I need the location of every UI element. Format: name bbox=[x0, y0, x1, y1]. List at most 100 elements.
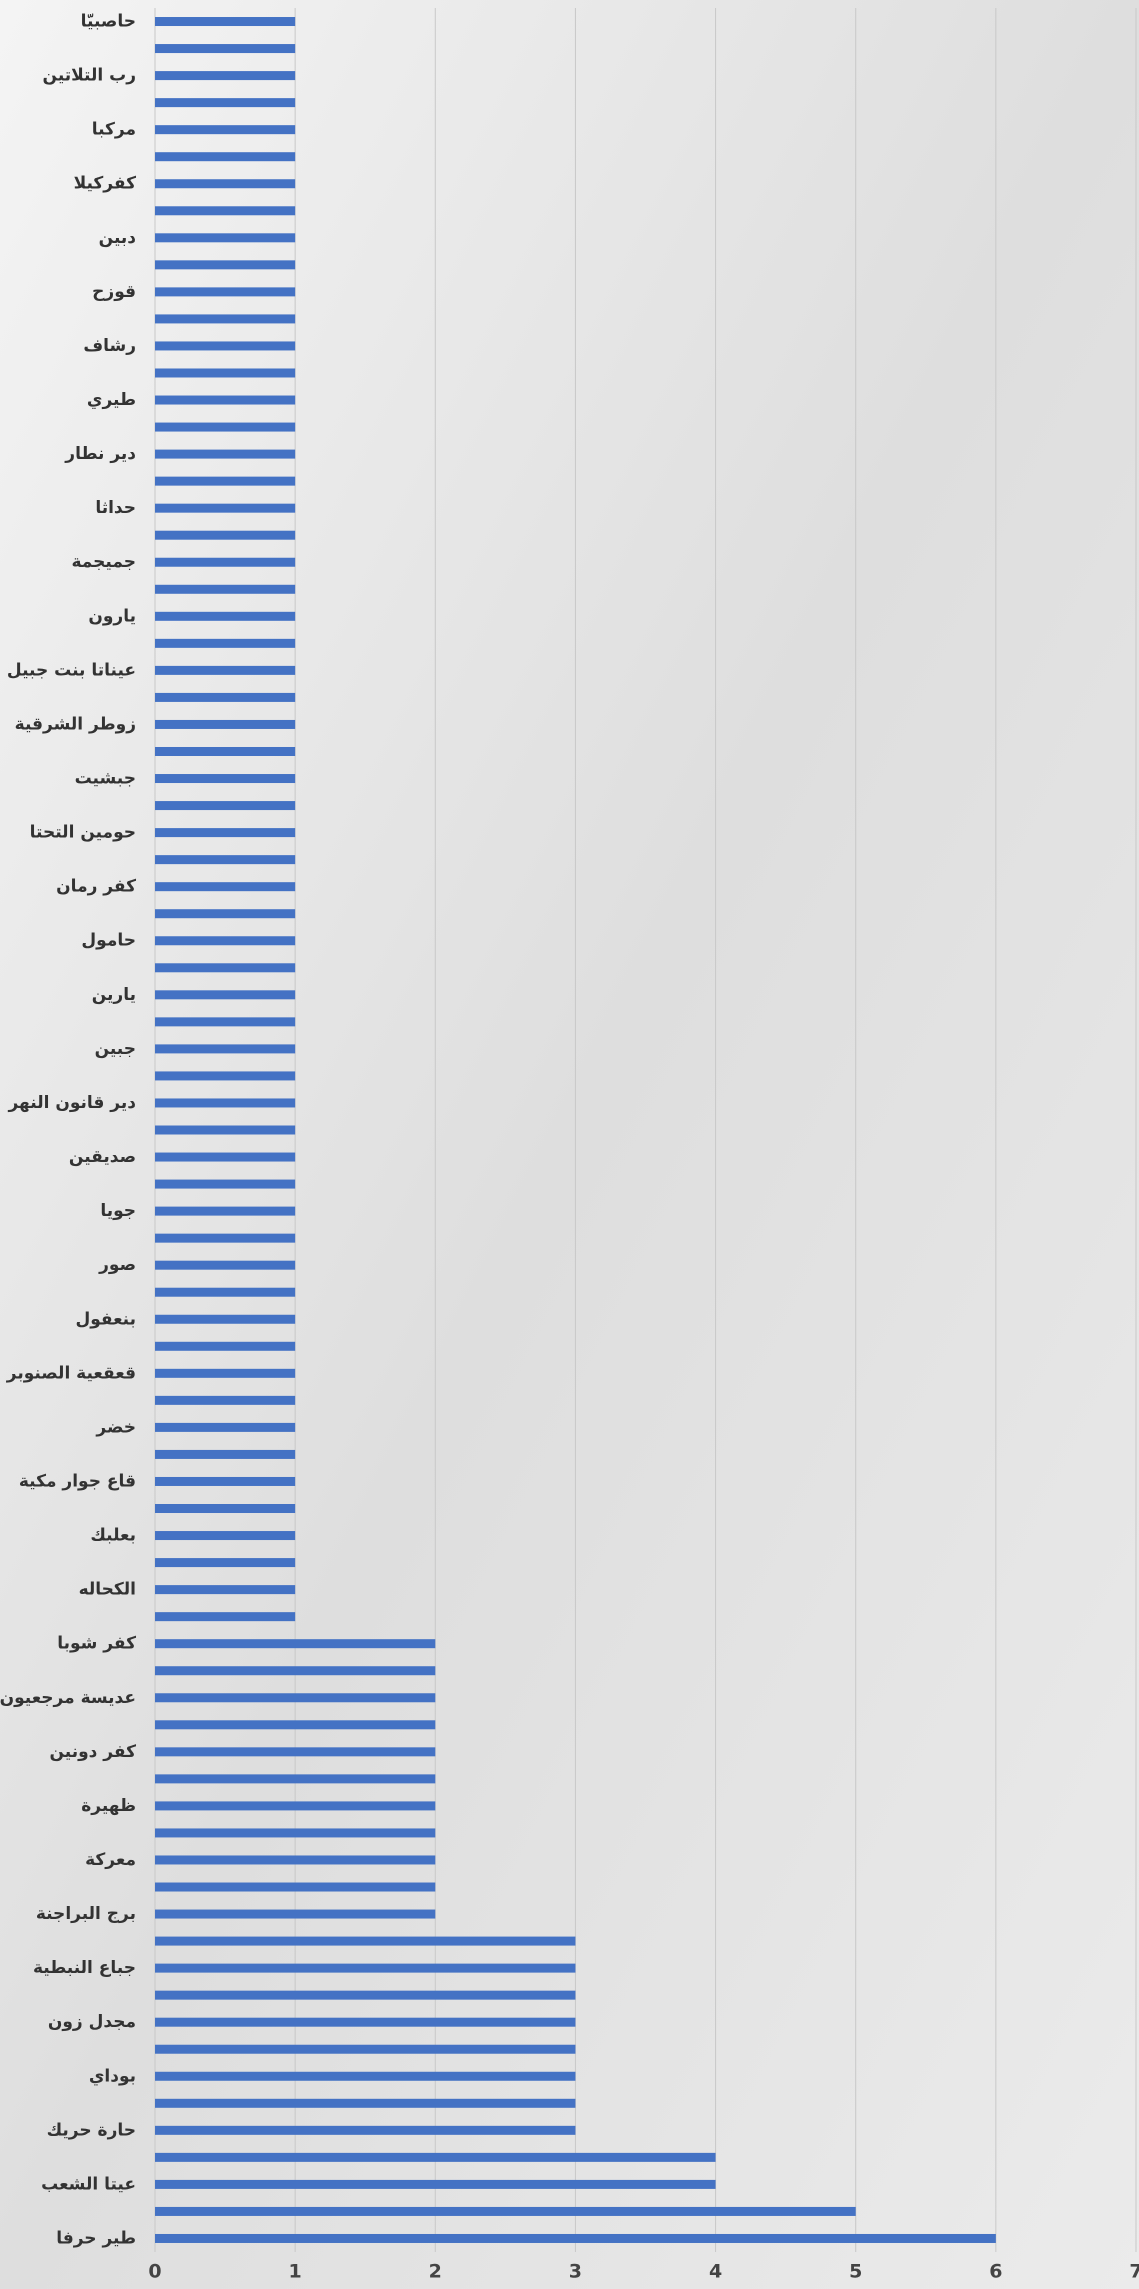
bar bbox=[155, 693, 295, 702]
bar bbox=[155, 612, 295, 621]
bar bbox=[155, 1612, 295, 1621]
bar bbox=[155, 720, 295, 729]
y-tick-label: كفر دونين bbox=[49, 1742, 136, 1762]
bar bbox=[155, 1261, 295, 1270]
bar bbox=[155, 747, 295, 756]
bar bbox=[155, 368, 295, 377]
bar bbox=[155, 1396, 295, 1405]
bar bbox=[155, 2180, 716, 2189]
bar bbox=[155, 44, 295, 53]
bar bbox=[155, 1855, 435, 1864]
y-tick-label: الكحاله bbox=[79, 1580, 136, 1600]
y-tick-label: رب التلاتين bbox=[43, 66, 136, 86]
bar bbox=[155, 1828, 435, 1837]
bar bbox=[155, 1558, 295, 1567]
bar bbox=[155, 1234, 295, 1243]
bar bbox=[155, 801, 295, 810]
y-tick-label: كفر شوبا bbox=[57, 1634, 136, 1654]
y-tick-label: حومين التحتا bbox=[30, 823, 136, 843]
y-tick-label: دير نطار bbox=[64, 444, 136, 464]
bar bbox=[155, 2072, 575, 2081]
bar bbox=[155, 1801, 435, 1810]
y-tick-label: بنعفول bbox=[75, 1309, 136, 1329]
bar bbox=[155, 396, 295, 405]
bar bbox=[155, 450, 295, 459]
y-tick-label: بعلبك bbox=[90, 1526, 136, 1546]
bar bbox=[155, 1207, 295, 1216]
bar bbox=[155, 1369, 295, 1378]
y-tick-label: بوداي bbox=[89, 2066, 136, 2086]
x-tick-label: 1 bbox=[289, 2261, 302, 2283]
bar bbox=[155, 1126, 295, 1135]
bar bbox=[155, 882, 295, 891]
bar bbox=[155, 1883, 435, 1892]
bar bbox=[155, 1180, 295, 1189]
bar bbox=[155, 423, 295, 432]
bar bbox=[155, 1098, 295, 1107]
y-tick-label: كفر رمان bbox=[56, 877, 136, 897]
bar bbox=[155, 287, 295, 296]
y-tick-label: جبين bbox=[95, 1039, 136, 1059]
bar bbox=[155, 477, 295, 486]
y-tick-label: دبين bbox=[99, 228, 137, 248]
y-tick-label: مجدل زون bbox=[48, 2012, 136, 2032]
bar bbox=[155, 1450, 295, 1459]
y-tick-label: صديقين bbox=[69, 1147, 136, 1167]
y-tick-label: حاصبيّا bbox=[81, 12, 136, 32]
y-tick-label: عيناتا بنت جبيل bbox=[7, 660, 136, 680]
y-tick-label: برج البراجنة bbox=[36, 1904, 136, 1924]
bar bbox=[155, 1639, 435, 1648]
bar bbox=[155, 2099, 575, 2108]
bar bbox=[155, 1423, 295, 1432]
bar bbox=[155, 17, 295, 26]
bar bbox=[155, 2018, 575, 2027]
x-tick-label: 4 bbox=[709, 2261, 722, 2283]
y-tick-label: زوطر الشرقية bbox=[15, 714, 136, 734]
bar bbox=[155, 2045, 575, 2054]
bar bbox=[155, 1153, 295, 1162]
x-tick-label: 3 bbox=[569, 2261, 582, 2283]
y-tick-label: حداثا bbox=[95, 498, 136, 518]
x-tick-label: 5 bbox=[849, 2261, 862, 2283]
bar bbox=[155, 558, 295, 567]
bar bbox=[155, 855, 295, 864]
bar bbox=[155, 152, 295, 161]
bar bbox=[155, 1937, 575, 1946]
y-tick-label: ظهيرة bbox=[81, 1796, 136, 1816]
bar bbox=[155, 2207, 856, 2216]
bar bbox=[155, 314, 295, 323]
bar bbox=[155, 774, 295, 783]
y-tick-label: حارة حريك bbox=[47, 2120, 136, 2140]
bar bbox=[155, 1017, 295, 1026]
bar bbox=[155, 1991, 575, 2000]
y-tick-label: عديسة مرجعيون bbox=[0, 1688, 136, 1708]
bar bbox=[155, 2126, 575, 2135]
bar bbox=[155, 990, 295, 999]
y-tick-label: رشاف bbox=[83, 336, 136, 356]
y-tick-label: جميجمة bbox=[71, 552, 136, 572]
bar bbox=[155, 1910, 435, 1919]
bar bbox=[155, 1693, 435, 1702]
bar bbox=[155, 1666, 435, 1675]
y-tick-label: جويا bbox=[100, 1201, 136, 1221]
bar bbox=[155, 1531, 295, 1540]
y-tick-label: عيتا الشعب bbox=[41, 2174, 136, 2194]
bar bbox=[155, 936, 295, 945]
bar bbox=[155, 1315, 295, 1324]
bar bbox=[155, 341, 295, 350]
y-tick-label: قاع جوار مكية bbox=[19, 1471, 136, 1491]
bar bbox=[155, 828, 295, 837]
bar bbox=[155, 1504, 295, 1513]
y-tick-label: حامول bbox=[81, 931, 136, 951]
y-tick-label: جباع النبطية bbox=[33, 1958, 136, 1978]
bar bbox=[155, 1585, 295, 1594]
bar bbox=[155, 1044, 295, 1053]
bar bbox=[155, 585, 295, 594]
bar bbox=[155, 2153, 716, 2162]
bar bbox=[155, 2234, 996, 2243]
bar bbox=[155, 125, 295, 134]
bar bbox=[155, 233, 295, 242]
y-tick-label: كفركيلا bbox=[74, 174, 137, 194]
bar bbox=[155, 909, 295, 918]
bar bbox=[155, 504, 295, 513]
